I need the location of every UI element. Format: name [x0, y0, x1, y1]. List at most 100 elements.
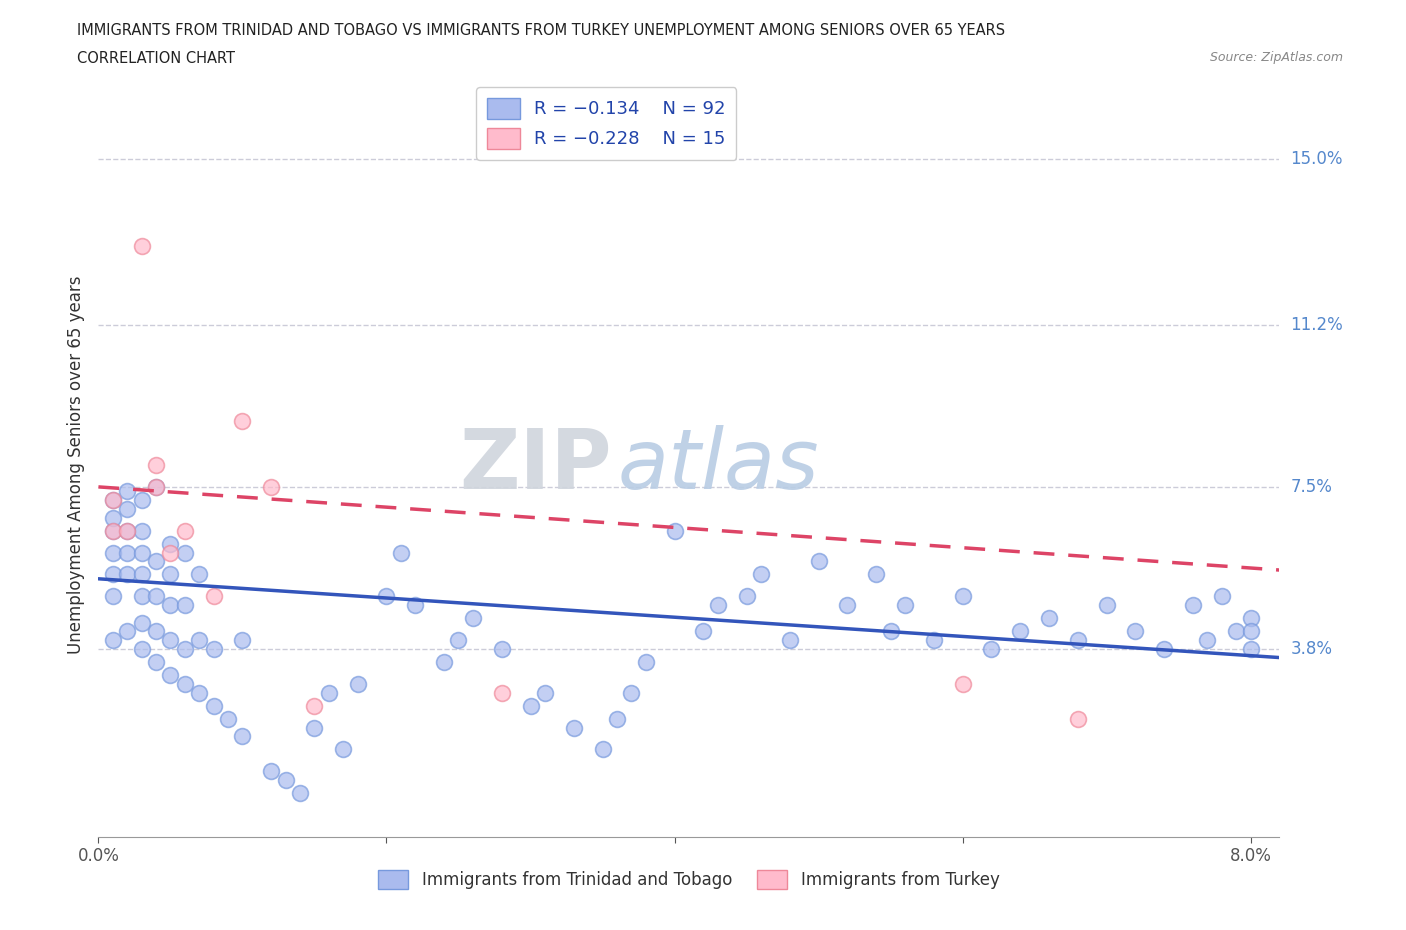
Text: 3.8%: 3.8%: [1291, 640, 1333, 658]
Point: [101, 493, 124, 508]
Point: [173, 545, 195, 560]
Point: [1067, 632, 1090, 647]
Point: [807, 554, 830, 569]
Point: [519, 698, 541, 713]
Point: [131, 642, 153, 657]
Point: [1010, 624, 1032, 639]
Point: [159, 545, 181, 560]
Point: [749, 567, 772, 582]
Point: [1125, 624, 1147, 639]
Point: [101, 567, 124, 582]
Point: [1211, 589, 1233, 604]
Point: [1240, 642, 1263, 657]
Text: 7.5%: 7.5%: [1291, 478, 1333, 496]
Point: [332, 742, 354, 757]
Point: [346, 676, 368, 691]
Text: ZIP: ZIP: [460, 424, 612, 506]
Point: [980, 642, 1002, 657]
Text: Source: ZipAtlas.com: Source: ZipAtlas.com: [1209, 51, 1343, 64]
Point: [131, 493, 153, 508]
Point: [879, 624, 901, 639]
Point: [952, 589, 974, 604]
Point: [375, 589, 398, 604]
Point: [131, 545, 153, 560]
Point: [606, 711, 628, 726]
Point: [131, 615, 153, 630]
Point: [159, 668, 181, 683]
Point: [145, 624, 167, 639]
Point: [145, 480, 167, 495]
Y-axis label: Unemployment Among Seniors over 65 years: Unemployment Among Seniors over 65 years: [66, 276, 84, 654]
Point: [1067, 711, 1090, 726]
Point: [131, 524, 153, 538]
Point: [101, 524, 124, 538]
Point: [491, 685, 513, 700]
Point: [1240, 624, 1263, 639]
Point: [433, 655, 456, 670]
Point: [101, 545, 124, 560]
Point: [952, 676, 974, 691]
Point: [145, 655, 167, 670]
Point: [188, 685, 211, 700]
Point: [894, 598, 917, 613]
Point: [202, 698, 225, 713]
Point: [922, 632, 945, 647]
Point: [115, 524, 138, 538]
Point: [101, 510, 124, 525]
Point: [231, 414, 253, 429]
Point: [274, 773, 297, 788]
Point: [304, 720, 326, 735]
Point: [131, 589, 153, 604]
Point: [159, 567, 181, 582]
Point: [1182, 598, 1205, 613]
Point: [260, 764, 283, 778]
Point: [664, 524, 686, 538]
Point: [779, 632, 801, 647]
Point: [491, 642, 513, 657]
Point: [1095, 598, 1118, 613]
Point: [131, 239, 153, 254]
Point: [260, 480, 283, 495]
Point: [231, 729, 253, 744]
Point: [692, 624, 714, 639]
Text: 15.0%: 15.0%: [1291, 150, 1343, 167]
Point: [217, 711, 239, 726]
Point: [202, 589, 225, 604]
Point: [837, 598, 859, 613]
Point: [115, 545, 138, 560]
Text: atlas: atlas: [619, 424, 820, 506]
Point: [145, 458, 167, 472]
Point: [634, 655, 657, 670]
Point: [131, 567, 153, 582]
Point: [592, 742, 614, 757]
Point: [447, 632, 470, 647]
Point: [620, 685, 643, 700]
Point: [159, 632, 181, 647]
Point: [1240, 611, 1263, 626]
Point: [145, 589, 167, 604]
Point: [115, 484, 138, 498]
Point: [145, 480, 167, 495]
Point: [145, 554, 167, 569]
Point: [115, 524, 138, 538]
Point: [231, 632, 253, 647]
Point: [115, 624, 138, 639]
Point: [1225, 624, 1247, 639]
Point: [404, 598, 426, 613]
Point: [389, 545, 412, 560]
Point: [173, 598, 195, 613]
Point: [188, 567, 211, 582]
Point: [173, 642, 195, 657]
Point: [159, 598, 181, 613]
Point: [101, 493, 124, 508]
Point: [202, 642, 225, 657]
Point: [115, 501, 138, 516]
Point: [101, 524, 124, 538]
Text: IMMIGRANTS FROM TRINIDAD AND TOBAGO VS IMMIGRANTS FROM TURKEY UNEMPLOYMENT AMONG: IMMIGRANTS FROM TRINIDAD AND TOBAGO VS I…: [77, 23, 1005, 38]
Point: [1197, 632, 1219, 647]
Point: [865, 567, 887, 582]
Point: [562, 720, 585, 735]
Point: [318, 685, 340, 700]
Point: [101, 589, 124, 604]
Point: [173, 676, 195, 691]
